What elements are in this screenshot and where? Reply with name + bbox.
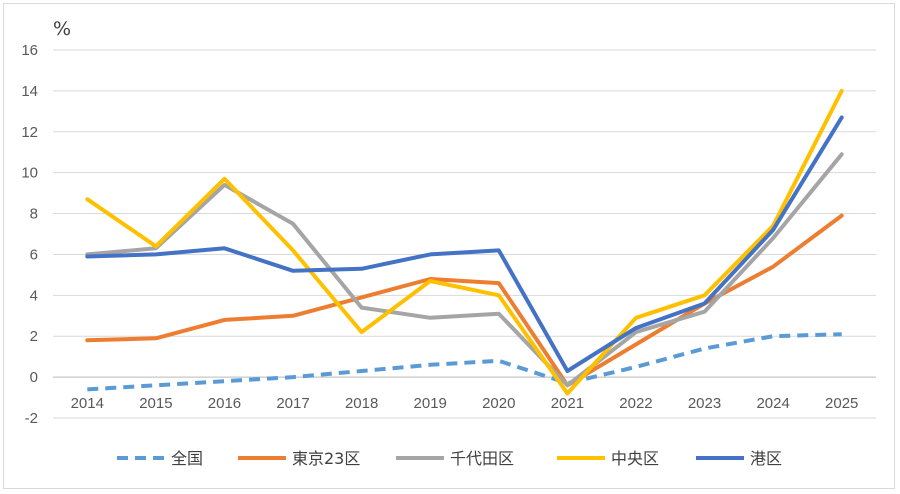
y-tick-label: 2 xyxy=(30,328,38,345)
legend: 全国 東京23区 千代田区 中央区 港区 xyxy=(117,449,782,468)
legend-label: 千代田区 xyxy=(450,449,514,468)
x-tick-label: 2025 xyxy=(825,395,858,412)
y-tick-label: 0 xyxy=(30,369,38,386)
y-tick-label: 6 xyxy=(30,246,38,263)
series-line-4 xyxy=(85,115,844,373)
legend-label: 全国 xyxy=(171,449,203,468)
legend-label: 東京23区 xyxy=(292,449,360,468)
y-tick-label: 10 xyxy=(21,165,38,182)
series-lines xyxy=(85,88,844,396)
legend-label: 港区 xyxy=(750,449,782,468)
x-tick-label: 2019 xyxy=(414,395,447,412)
x-tick-label: 2015 xyxy=(139,395,172,412)
x-tick-label: 2024 xyxy=(756,395,789,412)
x-tick-label: 2020 xyxy=(482,395,515,412)
y-tick-label: 12 xyxy=(21,124,38,141)
y-tick-label: -2 xyxy=(25,410,38,427)
axes: -2 0 2 4 6 8 10 12 14 16 2014 2015 2016 2017 2018 2019 2… xyxy=(21,42,876,427)
x-tick-label: 2017 xyxy=(276,395,309,412)
y-tick-label: 4 xyxy=(30,287,38,304)
series-line-1 xyxy=(85,213,844,388)
x-tick-label: 2016 xyxy=(208,395,241,412)
y-tick-label: 8 xyxy=(30,206,38,223)
y-unit-label: % xyxy=(53,18,71,40)
y-tick-label: 16 xyxy=(21,42,38,59)
legend-label: 中央区 xyxy=(611,449,659,468)
chart-frame xyxy=(3,3,895,489)
x-tick-label: 2021 xyxy=(551,395,584,412)
series-line-0 xyxy=(87,332,842,392)
x-tick-label: 2022 xyxy=(619,395,652,412)
series-line-3 xyxy=(85,88,844,396)
y-tick-label: 14 xyxy=(21,83,38,100)
x-tick-label: 2018 xyxy=(345,395,378,412)
x-tick-label: 2014 xyxy=(71,395,104,412)
x-tick-label: 2023 xyxy=(688,395,721,412)
series-line-2 xyxy=(85,152,844,388)
